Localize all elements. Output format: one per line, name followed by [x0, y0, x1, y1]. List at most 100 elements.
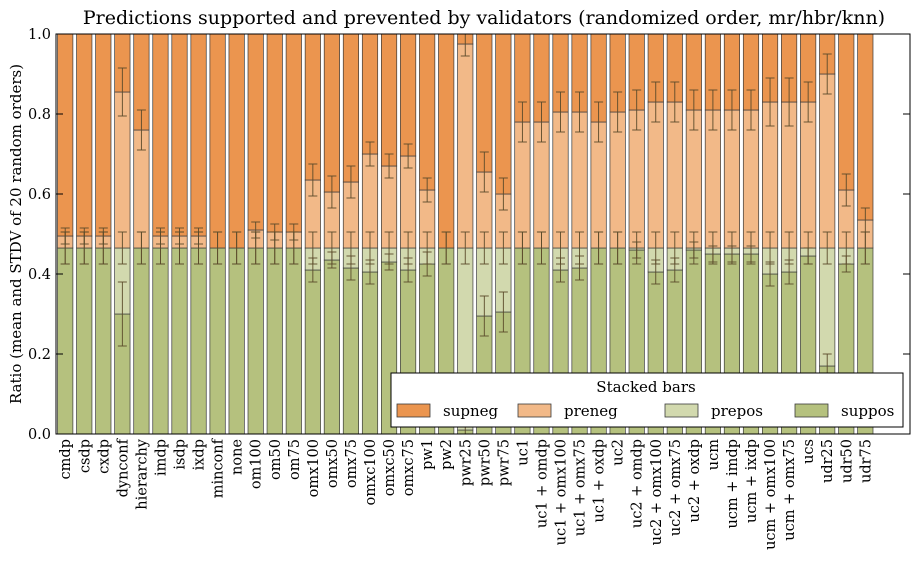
- bar-segment-preneg: [685, 109, 702, 249]
- x-tick-label: udr50: [839, 439, 855, 483]
- error-bar-prepos: [384, 231, 394, 265]
- error-bar-prepos: [556, 231, 565, 265]
- x-tick-label: cmdp: [58, 439, 74, 479]
- bar-segment-supneg: [361, 33, 379, 155]
- y-tick-label: 0.4: [28, 267, 51, 283]
- bar-segment-suppos: [209, 247, 226, 435]
- y-tick-label: 0.2: [28, 347, 51, 363]
- bar-segment-suppos: [323, 259, 340, 435]
- x-tick-label: minconf: [211, 437, 227, 498]
- error-bar-prepos: [346, 231, 356, 265]
- bar-segment-supneg: [857, 33, 874, 221]
- x-tick-label: isdp: [173, 439, 189, 470]
- error-bar-prepos: [441, 231, 451, 265]
- error-bar-prepos: [308, 231, 318, 265]
- error-bar-preneg: [136, 109, 146, 151]
- bar-segment-preneg: [666, 101, 683, 249]
- error-bar-prepos: [822, 231, 832, 265]
- error-bar-prepos: [594, 231, 604, 265]
- error-bar-preneg: [556, 91, 565, 133]
- bar-segment-supneg: [95, 33, 112, 237]
- bar-segment-preneg: [704, 109, 721, 249]
- y-tick-label: 1.0: [28, 27, 51, 43]
- x-tick-label: uc2: [611, 439, 627, 466]
- error-bar-preneg: [308, 163, 318, 197]
- error-bar-preneg: [746, 89, 756, 131]
- bar-segment-prepos: [819, 247, 836, 367]
- bar-segment-supneg: [171, 33, 188, 237]
- bar-segment-suppos: [152, 247, 169, 435]
- bar-segment-supneg: [209, 33, 226, 249]
- x-tick-label: uc2 + omx75: [668, 439, 684, 536]
- error-bar-prepos: [746, 231, 756, 265]
- error-bar-preneg: [498, 177, 508, 211]
- error-bar-preneg: [822, 53, 832, 95]
- error-bar-prepos: [727, 231, 737, 265]
- bar-segment-suppos: [133, 247, 150, 435]
- bar-segment-preneg: [457, 43, 474, 249]
- bar-segment-supneg: [342, 33, 359, 183]
- error-bar-prepos: [670, 231, 680, 265]
- legend-swatch-supneg: [396, 403, 431, 418]
- x-tick-label: om75: [287, 439, 303, 480]
- error-bar-prepos: [117, 231, 127, 265]
- x-tick-label: uc2 + omx100: [649, 439, 665, 545]
- error-bar-prepos: [232, 231, 242, 265]
- chart-title: Predictions supported and prevented by v…: [83, 7, 885, 29]
- error-bar-preneg: [479, 151, 489, 193]
- x-tick-label: pwr50: [477, 439, 493, 486]
- legend-label-preneg: preneg: [564, 402, 618, 420]
- bar-segment-supneg: [304, 33, 321, 181]
- bar-segment-suppos: [57, 247, 74, 435]
- bar-segment-supneg: [76, 33, 93, 237]
- bar-segment-supneg: [476, 33, 493, 173]
- bar-segment-suppos: [228, 247, 245, 435]
- error-bar-preneg: [60, 227, 70, 245]
- x-axis: cmdp csdp cxdp dynconf hierarchy imdp isdp ixdp…: [58, 437, 874, 550]
- error-bar-preneg: [79, 227, 89, 245]
- x-tick-label: ucm + omx75: [782, 439, 798, 541]
- error-bar-preneg: [689, 89, 699, 131]
- y-tick-label: 0.0: [28, 427, 51, 443]
- bar-segment-preneg: [647, 101, 664, 249]
- legend-swatch-prepos: [664, 403, 699, 418]
- error-bar-preneg: [194, 227, 204, 245]
- error-bar-preneg: [670, 81, 680, 123]
- error-bar-preneg: [251, 221, 261, 239]
- error-bar-prepos: [213, 231, 223, 265]
- error-bar-prepos: [841, 231, 851, 265]
- x-tick-label: omx100: [306, 439, 322, 497]
- legend-label-suppos: suppos: [841, 402, 894, 420]
- x-tick-label: om50: [268, 439, 284, 480]
- error-bar-prepos: [765, 231, 775, 265]
- bar-segment-suppos: [190, 247, 207, 435]
- bar-segment-preneg: [628, 109, 645, 249]
- bar-segment-supneg: [838, 33, 855, 191]
- error-bar-preneg: [117, 67, 127, 117]
- x-tick-label: uc1 + omdp: [534, 439, 550, 528]
- bar-segment-suppos: [342, 267, 359, 435]
- bar-segment-suppos: [304, 269, 321, 435]
- error-bar-preneg: [708, 89, 718, 131]
- error-bar-preneg: [155, 227, 165, 245]
- error-bar-preneg: [289, 223, 299, 241]
- error-bar-prepos: [136, 231, 146, 265]
- bar-segment-suppos: [247, 247, 264, 435]
- error-bar-preneg: [613, 91, 623, 133]
- error-bar-prepos: [479, 231, 489, 265]
- error-bar-preneg: [517, 101, 527, 143]
- x-tick-label: omxc50: [382, 439, 398, 496]
- bar-segment-supneg: [228, 33, 245, 249]
- error-bar-prepos: [708, 231, 718, 265]
- error-bar-prepos: [517, 231, 527, 265]
- x-tick-label: dynconf: [115, 437, 131, 497]
- x-tick-label: omxc75: [401, 439, 417, 496]
- error-bar-preneg: [98, 227, 108, 245]
- error-bar-prepos: [689, 231, 699, 265]
- bar-segment-preneg: [800, 101, 817, 249]
- legend-box: [390, 372, 904, 428]
- bar-segment-supneg: [190, 33, 207, 237]
- x-tick-label: omxc100: [363, 439, 379, 505]
- legend: Stacked bars supneg preneg prepos suppos: [390, 372, 904, 428]
